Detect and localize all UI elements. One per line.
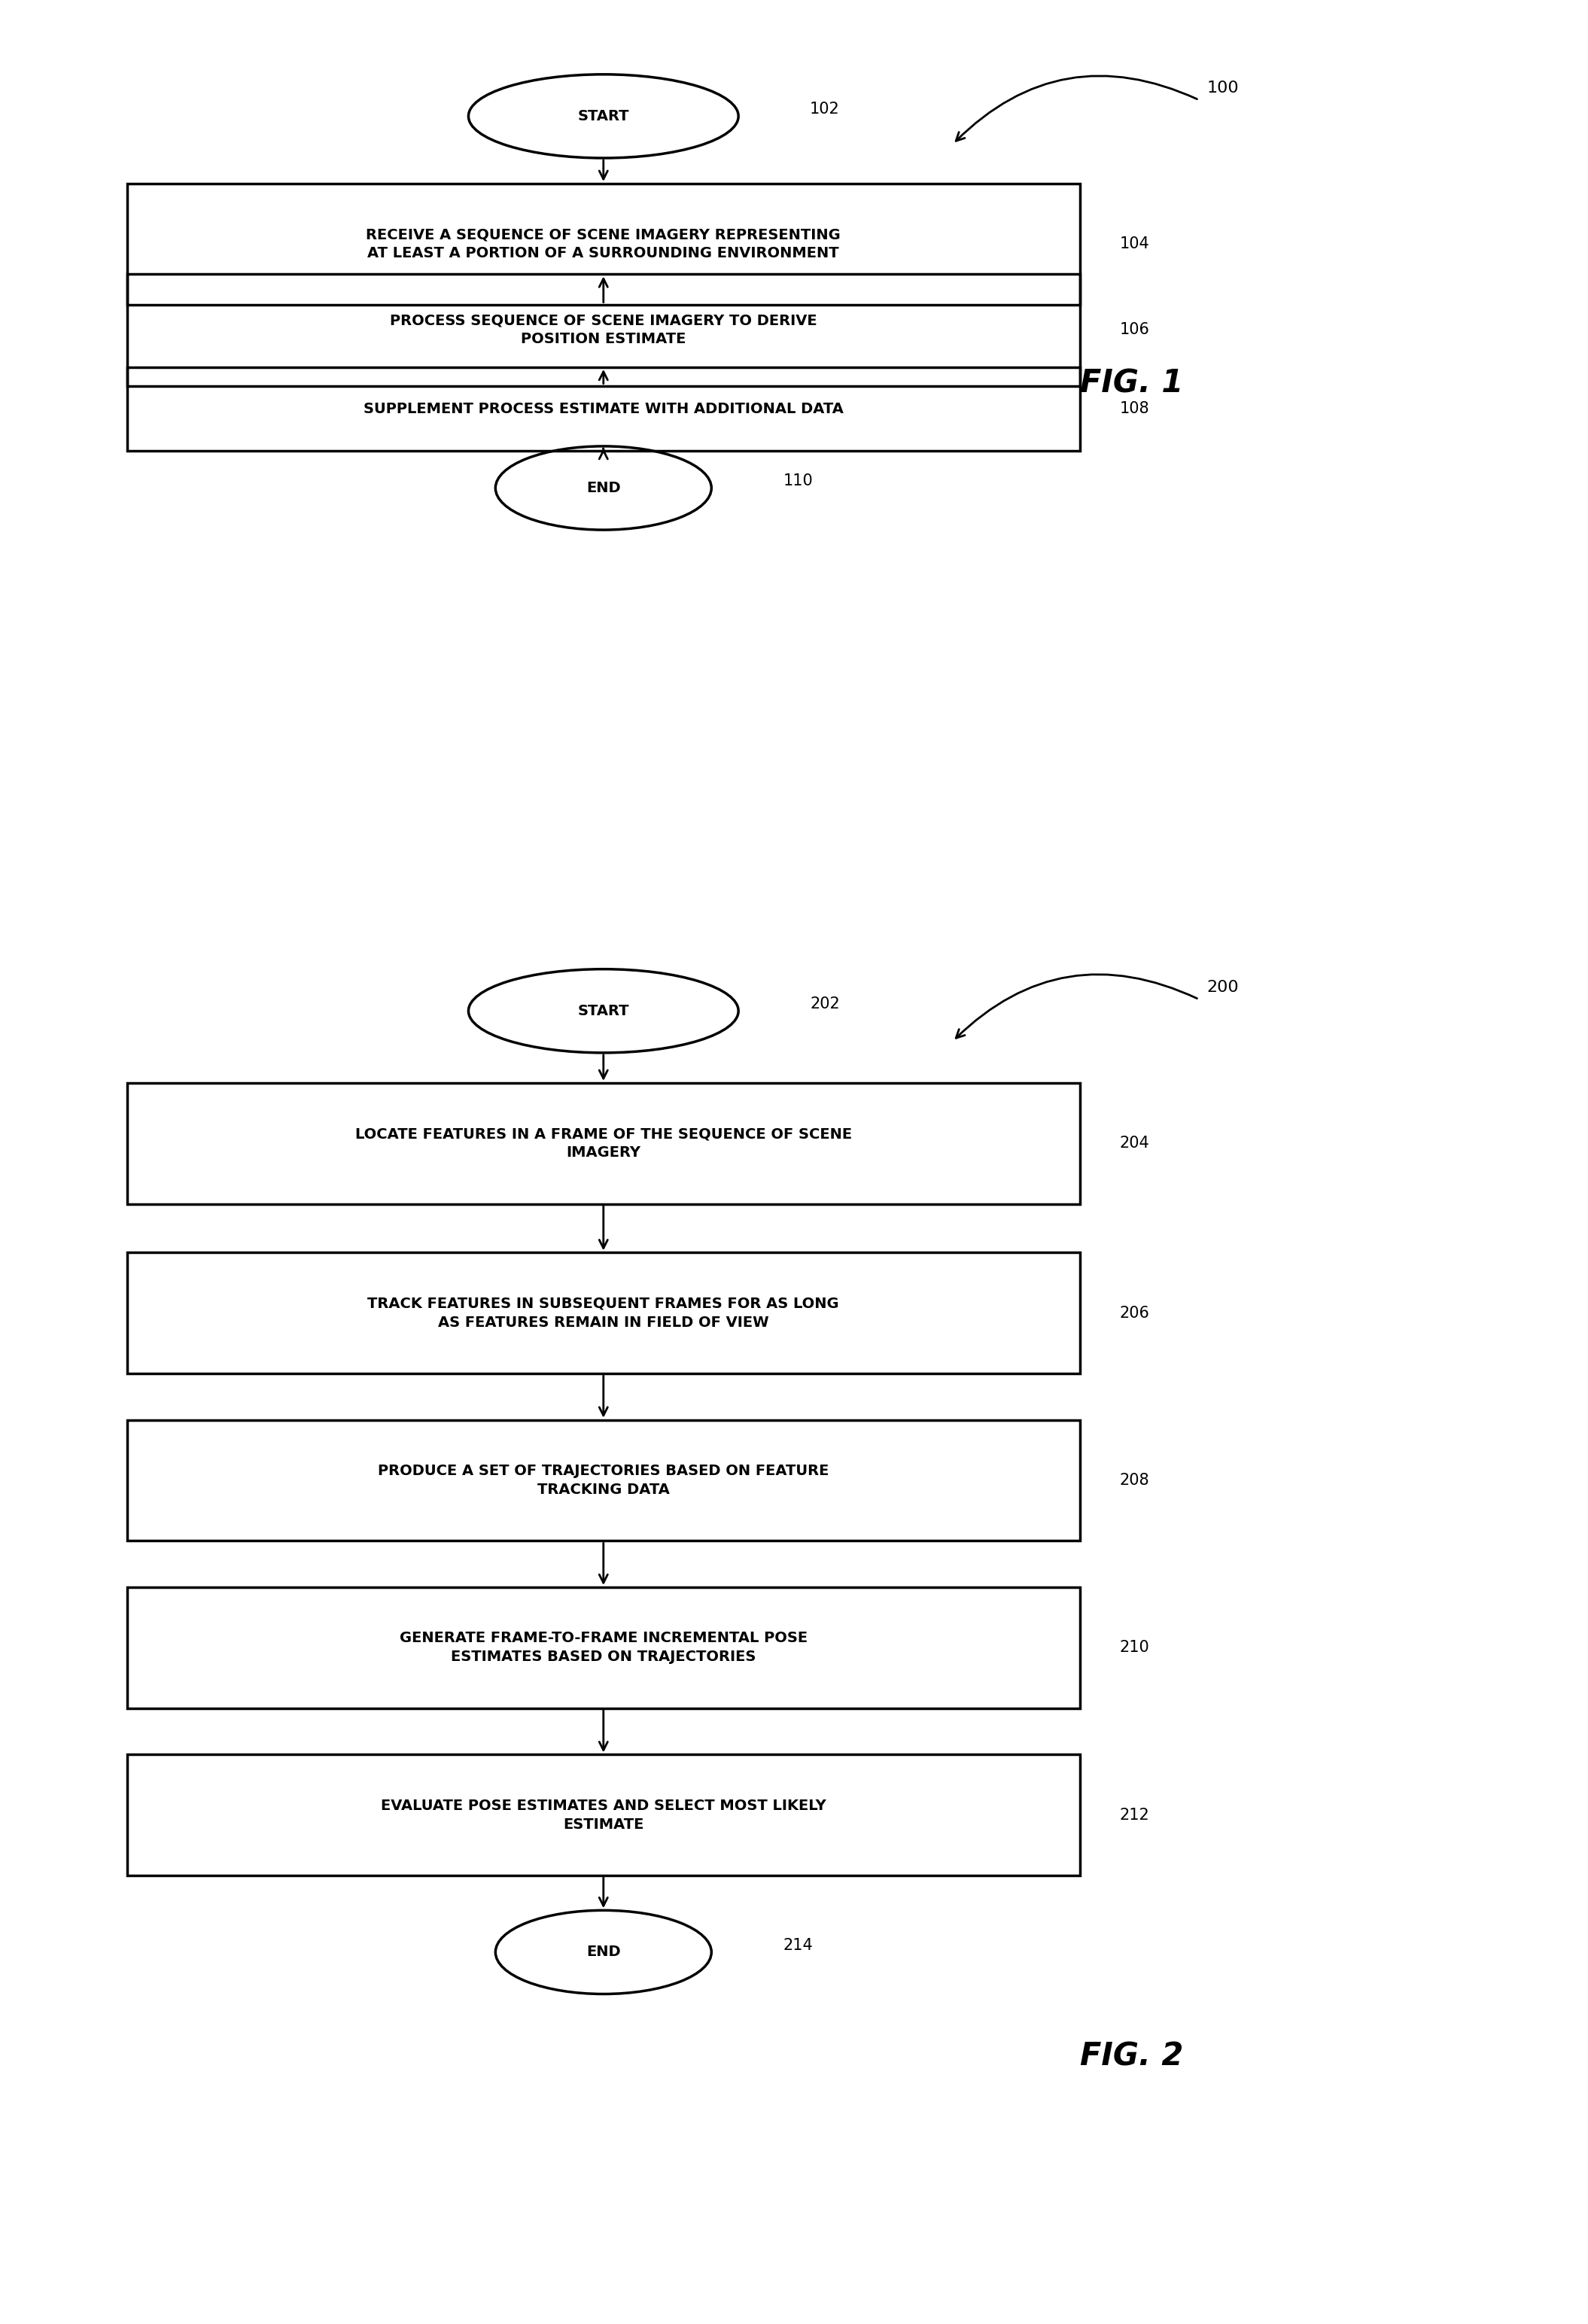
Text: LOCATE FEATURES IN A FRAME OF THE SEQUENCE OF SCENE
IMAGERY: LOCATE FEATURES IN A FRAME OF THE SEQUEN… (356, 1127, 851, 1160)
Text: PROCESS SEQUENCE OF SCENE IMAGERY TO DERIVE
POSITION ESTIMATE: PROCESS SEQUENCE OF SCENE IMAGERY TO DER… (389, 314, 818, 346)
Text: END: END (586, 1945, 621, 1959)
Text: 210: 210 (1120, 1641, 1150, 1655)
Text: PRODUCE A SET OF TRAJECTORIES BASED ON FEATURE
TRACKING DATA: PRODUCE A SET OF TRAJECTORIES BASED ON F… (378, 1464, 829, 1497)
Text: EVALUATE POSE ESTIMATES AND SELECT MOST LIKELY
ESTIMATE: EVALUATE POSE ESTIMATES AND SELECT MOST … (381, 1799, 826, 1831)
Text: 106: 106 (1120, 323, 1150, 337)
Text: START: START (578, 1004, 629, 1018)
Text: 100: 100 (1207, 81, 1239, 95)
Bar (127, 274, 1080, 386)
Text: 212: 212 (1120, 1808, 1150, 1822)
Text: FIG. 1: FIG. 1 (1080, 367, 1183, 400)
Text: 214: 214 (783, 1938, 813, 1952)
Text: 200: 200 (1207, 981, 1239, 995)
Text: 208: 208 (1120, 1473, 1150, 1487)
Bar (127, 1420, 1080, 1541)
Bar (127, 367, 1080, 451)
Text: SUPPLEMENT PROCESS ESTIMATE WITH ADDITIONAL DATA: SUPPLEMENT PROCESS ESTIMATE WITH ADDITIO… (364, 402, 843, 416)
Bar (127, 1083, 1080, 1204)
Text: END: END (586, 481, 621, 495)
Text: RECEIVE A SEQUENCE OF SCENE IMAGERY REPRESENTING
AT LEAST A PORTION OF A SURROUN: RECEIVE A SEQUENCE OF SCENE IMAGERY REPR… (367, 228, 840, 260)
Bar (127, 1587, 1080, 1708)
Text: 206: 206 (1120, 1306, 1150, 1320)
Text: START: START (578, 109, 629, 123)
Text: TRACK FEATURES IN SUBSEQUENT FRAMES FOR AS LONG
AS FEATURES REMAIN IN FIELD OF V: TRACK FEATURES IN SUBSEQUENT FRAMES FOR … (368, 1297, 838, 1329)
Bar (127, 184, 1080, 304)
Text: 204: 204 (1120, 1136, 1150, 1150)
Text: 108: 108 (1120, 402, 1150, 416)
Text: 202: 202 (810, 997, 840, 1011)
Bar (127, 1755, 1080, 1875)
Text: 102: 102 (810, 102, 840, 116)
Text: 104: 104 (1120, 237, 1150, 251)
Text: GENERATE FRAME-TO-FRAME INCREMENTAL POSE
ESTIMATES BASED ON TRAJECTORIES: GENERATE FRAME-TO-FRAME INCREMENTAL POSE… (400, 1631, 807, 1664)
Text: FIG. 2: FIG. 2 (1080, 2040, 1183, 2073)
Text: 110: 110 (783, 474, 813, 488)
Bar (127, 1253, 1080, 1373)
